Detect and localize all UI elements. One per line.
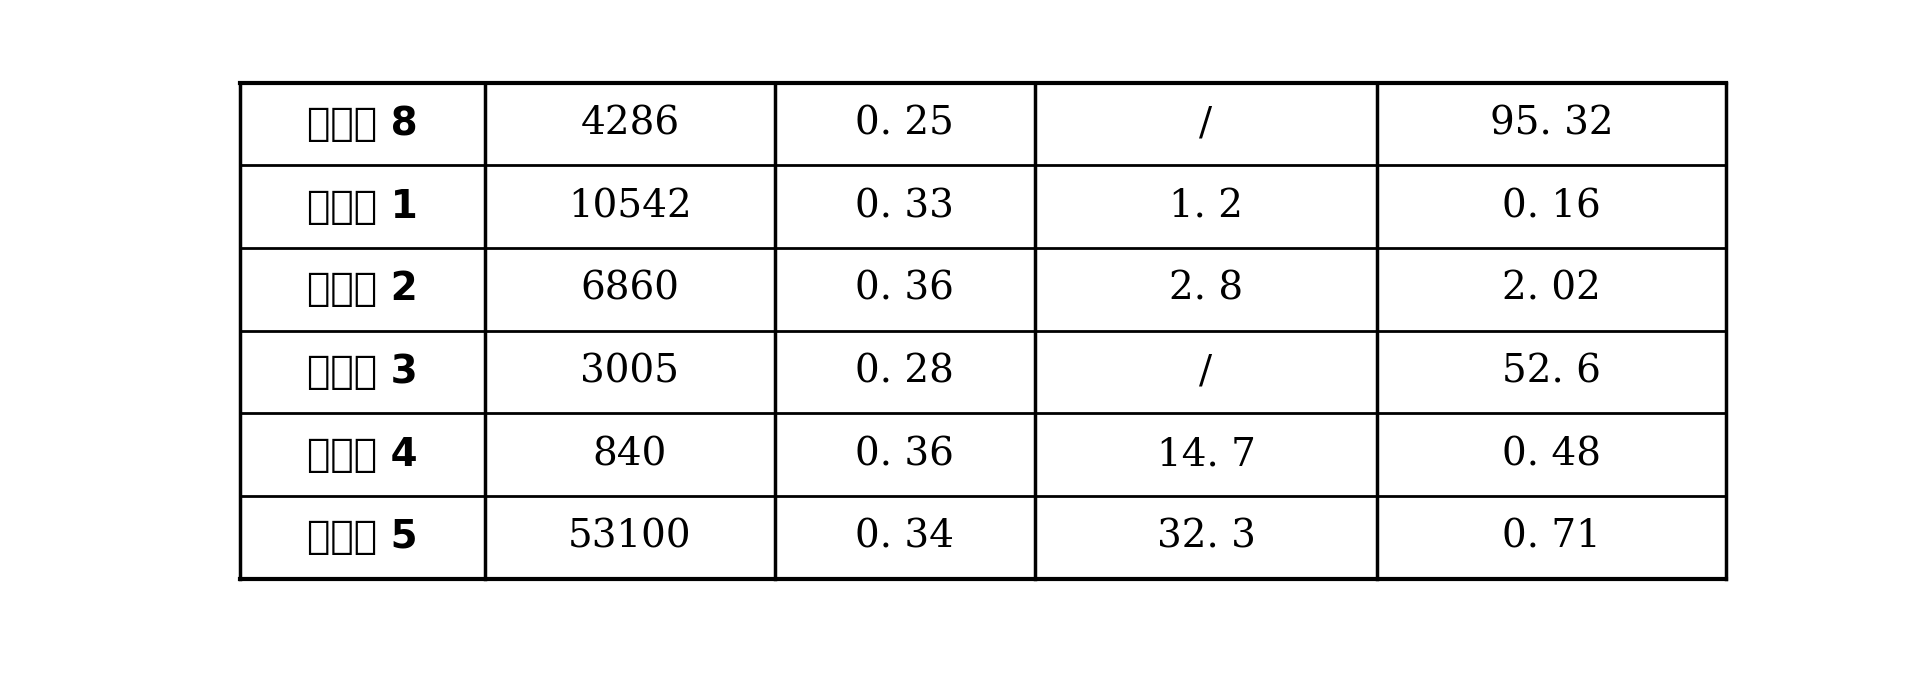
Text: 0. 48: 0. 48 [1502, 436, 1602, 473]
Text: 0. 33: 0. 33 [855, 188, 955, 225]
Text: 6860: 6860 [581, 271, 679, 308]
Text: 840: 840 [593, 436, 667, 473]
Text: 0. 28: 0. 28 [855, 353, 955, 391]
Text: 0. 16: 0. 16 [1502, 188, 1602, 225]
Text: 52. 6: 52. 6 [1502, 353, 1602, 391]
Text: 2. 8: 2. 8 [1168, 271, 1243, 308]
Text: 2. 02: 2. 02 [1502, 271, 1602, 308]
Text: 95. 32: 95. 32 [1490, 106, 1613, 143]
Text: 比较例 5: 比较例 5 [307, 518, 418, 556]
Text: 1. 2: 1. 2 [1168, 188, 1243, 225]
Text: 10542: 10542 [568, 188, 692, 225]
Text: 53100: 53100 [568, 519, 692, 555]
Text: 4286: 4286 [581, 106, 679, 143]
Text: /: / [1199, 353, 1212, 391]
Text: 0. 25: 0. 25 [855, 106, 955, 143]
Text: 0. 36: 0. 36 [855, 436, 955, 473]
Text: 比较例 4: 比较例 4 [307, 435, 418, 473]
Text: 0. 36: 0. 36 [855, 271, 955, 308]
Text: 3005: 3005 [581, 353, 679, 391]
Text: 实施例 8: 实施例 8 [307, 105, 418, 143]
Text: /: / [1199, 106, 1212, 143]
Text: 比较例 3: 比较例 3 [307, 353, 418, 391]
Text: 0. 71: 0. 71 [1502, 519, 1602, 555]
Text: 比较例 1: 比较例 1 [307, 188, 418, 226]
Text: 32. 3: 32. 3 [1157, 519, 1256, 555]
Text: 比较例 2: 比较例 2 [307, 270, 418, 308]
Text: 0. 34: 0. 34 [855, 519, 955, 555]
Text: 14. 7: 14. 7 [1157, 436, 1256, 473]
